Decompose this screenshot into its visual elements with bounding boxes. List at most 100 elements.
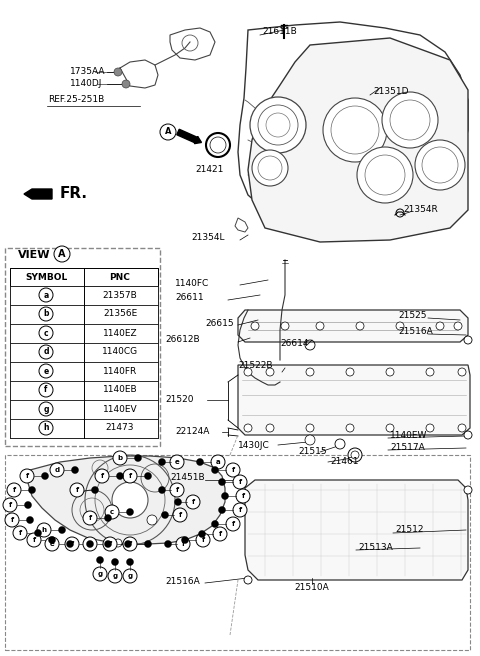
Circle shape	[316, 322, 324, 330]
Circle shape	[39, 383, 53, 397]
Circle shape	[7, 483, 21, 497]
Circle shape	[266, 424, 274, 432]
Circle shape	[147, 515, 157, 525]
Circle shape	[196, 459, 204, 466]
Circle shape	[386, 424, 394, 432]
Circle shape	[212, 520, 218, 527]
Circle shape	[67, 541, 73, 548]
Bar	[10, 343, 158, 362]
Circle shape	[39, 326, 53, 340]
Circle shape	[105, 505, 119, 519]
Circle shape	[50, 463, 64, 477]
Text: e: e	[49, 541, 54, 547]
Circle shape	[306, 368, 314, 376]
Circle shape	[415, 140, 465, 190]
Circle shape	[464, 431, 472, 439]
Circle shape	[103, 537, 117, 551]
Circle shape	[37, 523, 51, 537]
Text: 21516A: 21516A	[398, 327, 433, 337]
Circle shape	[196, 533, 210, 547]
Circle shape	[161, 512, 168, 518]
Circle shape	[244, 576, 252, 584]
Circle shape	[226, 463, 240, 477]
Circle shape	[96, 556, 104, 564]
Text: 1735AA: 1735AA	[70, 68, 106, 77]
Text: f: f	[12, 487, 15, 493]
Circle shape	[105, 514, 111, 522]
Text: 1140EB: 1140EB	[103, 386, 137, 394]
Text: PNC: PNC	[109, 274, 131, 283]
Circle shape	[123, 569, 137, 583]
Circle shape	[357, 147, 413, 203]
Text: SYMBOL: SYMBOL	[25, 274, 67, 283]
Circle shape	[250, 97, 306, 153]
Circle shape	[113, 451, 127, 465]
Text: f: f	[231, 467, 235, 473]
Circle shape	[111, 558, 119, 565]
Text: g: g	[97, 571, 103, 577]
Text: 1140EZ: 1140EZ	[103, 329, 137, 337]
Circle shape	[39, 345, 53, 359]
Text: g: g	[43, 405, 49, 413]
Text: 1140DJ: 1140DJ	[70, 79, 102, 89]
Circle shape	[122, 80, 130, 88]
Circle shape	[105, 541, 111, 548]
Circle shape	[39, 402, 53, 416]
Text: 21357B: 21357B	[103, 291, 137, 300]
Circle shape	[382, 92, 438, 148]
Circle shape	[356, 322, 364, 330]
Bar	[10, 305, 158, 324]
Circle shape	[173, 508, 187, 522]
Text: a: a	[216, 459, 220, 465]
Text: e: e	[175, 459, 180, 465]
Text: f: f	[44, 386, 48, 394]
Text: h: h	[43, 424, 49, 432]
Text: e: e	[43, 367, 48, 375]
Circle shape	[233, 475, 247, 489]
Circle shape	[170, 483, 184, 497]
Circle shape	[348, 448, 362, 462]
Circle shape	[221, 493, 228, 499]
Circle shape	[54, 246, 70, 262]
Circle shape	[281, 322, 289, 330]
Polygon shape	[245, 480, 468, 580]
Circle shape	[24, 501, 32, 508]
Circle shape	[170, 455, 184, 469]
Circle shape	[108, 569, 122, 583]
Text: 21354R: 21354R	[403, 205, 438, 215]
Text: b: b	[43, 310, 49, 319]
Text: f: f	[11, 517, 13, 523]
Polygon shape	[238, 365, 470, 435]
Text: f: f	[239, 507, 241, 513]
Text: 21451B: 21451B	[170, 474, 204, 483]
Circle shape	[199, 531, 205, 537]
Bar	[10, 324, 158, 343]
Text: 21515: 21515	[298, 447, 326, 457]
Circle shape	[464, 336, 472, 344]
Text: f: f	[241, 493, 245, 499]
Bar	[10, 381, 158, 400]
Text: 21510A: 21510A	[295, 583, 329, 592]
Circle shape	[244, 368, 252, 376]
Circle shape	[83, 537, 97, 551]
Circle shape	[436, 322, 444, 330]
Text: REF.25-251B: REF.25-251B	[48, 96, 104, 104]
Bar	[10, 268, 158, 438]
Text: d: d	[43, 348, 49, 356]
Circle shape	[236, 489, 250, 503]
Text: f: f	[231, 521, 235, 527]
Text: 21517A: 21517A	[390, 443, 425, 453]
Circle shape	[211, 455, 225, 469]
Circle shape	[72, 466, 79, 474]
Bar	[5, 455, 470, 650]
Text: f: f	[129, 541, 132, 547]
Circle shape	[233, 503, 247, 517]
Circle shape	[95, 469, 109, 483]
Text: h: h	[41, 527, 47, 533]
Text: 21516A: 21516A	[165, 577, 200, 586]
Circle shape	[212, 466, 218, 474]
Circle shape	[5, 513, 19, 527]
Text: 21473: 21473	[106, 424, 134, 432]
Circle shape	[186, 495, 200, 509]
Circle shape	[346, 368, 354, 376]
